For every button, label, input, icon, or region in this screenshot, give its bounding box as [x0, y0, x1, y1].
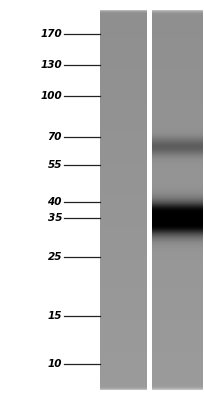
Text: 15: 15	[48, 311, 62, 321]
Text: 40: 40	[48, 197, 62, 207]
Text: 70: 70	[48, 132, 62, 142]
Text: 10: 10	[48, 359, 62, 369]
Text: 100: 100	[40, 91, 62, 101]
Text: 130: 130	[40, 60, 62, 70]
Text: 55: 55	[48, 160, 62, 170]
Text: 25: 25	[48, 252, 62, 262]
Text: 170: 170	[40, 29, 62, 39]
Text: 35: 35	[48, 213, 62, 223]
